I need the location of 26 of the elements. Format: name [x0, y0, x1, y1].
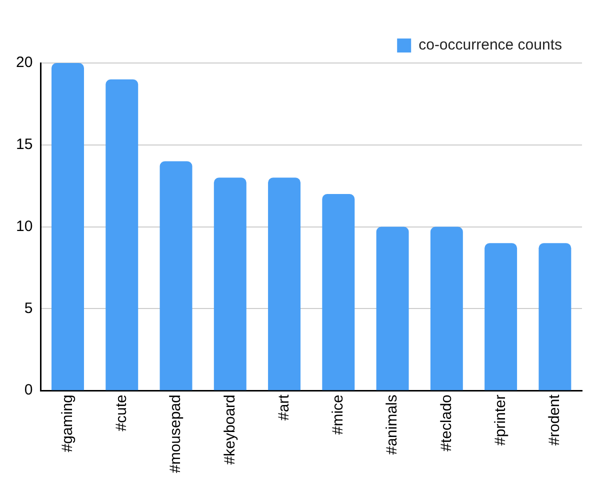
bar	[214, 178, 246, 390]
bar	[160, 161, 192, 390]
y-tick-label: 5	[24, 300, 33, 317]
x-tick-label: #keyboard	[221, 394, 238, 465]
bar	[106, 79, 138, 390]
y-tick-label: 20	[16, 54, 33, 72]
x-tick-label: #mice	[330, 394, 347, 435]
x-tick-label: #gaming	[58, 394, 76, 452]
x-tick-label: #printer	[492, 394, 509, 446]
x-tick-label: #animals	[384, 394, 401, 455]
x-tick-label: #art	[275, 394, 292, 420]
bar	[268, 178, 301, 390]
legend-label: co-occurrence counts	[418, 36, 562, 54]
x-tick-label: #rodent	[546, 394, 564, 446]
bar	[484, 243, 518, 390]
y-tick-label: 10	[16, 218, 33, 235]
bar	[52, 63, 84, 390]
y-tick-label: 15	[16, 136, 33, 154]
bar	[376, 226, 409, 390]
bar	[430, 226, 463, 390]
bar	[322, 194, 355, 390]
x-tick-label: #cute	[113, 394, 130, 432]
x-tick-label: #teclado	[438, 394, 455, 452]
y-tick-label: 0	[24, 382, 33, 399]
bar	[538, 243, 572, 390]
x-tick-label: #mousepad	[167, 394, 184, 474]
